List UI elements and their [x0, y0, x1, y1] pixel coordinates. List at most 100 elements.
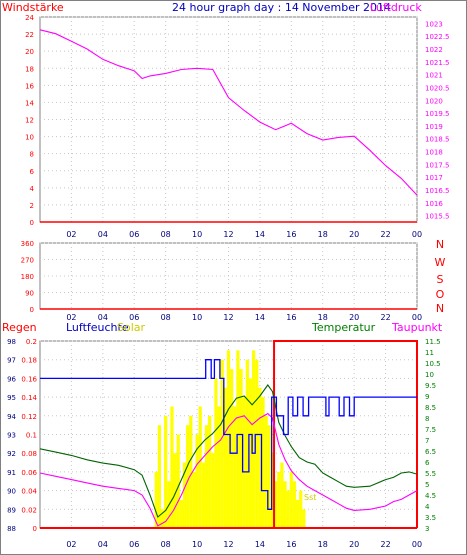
pressure-tick-label: 1016.5 — [425, 187, 450, 195]
rain-tick-label: 0.06 — [21, 469, 37, 477]
sst-label: Sst — [304, 493, 316, 502]
temperature-tick-label: 3.5 — [425, 514, 436, 522]
solar-bar — [211, 453, 215, 528]
solar-bar — [173, 453, 177, 528]
x-tick-label: 00 — [412, 230, 422, 239]
pressure-line — [39, 29, 418, 196]
rain-box — [273, 340, 418, 528]
solar-bar — [201, 462, 205, 528]
solar-bar — [264, 415, 268, 528]
x-tick-label: 04 — [98, 540, 108, 549]
solar-bar — [217, 406, 221, 528]
pressure-tick-label: 1017 — [425, 174, 443, 182]
temperature-tick-label: 5 — [425, 481, 429, 489]
solar-bar — [223, 387, 227, 528]
solar-bar — [289, 471, 293, 528]
temperature-tick-label: 4.5 — [425, 492, 436, 500]
pressure-tick-label: 1021 — [425, 72, 443, 80]
solar-bar — [292, 481, 297, 528]
x-tick-label: 18 — [318, 230, 328, 239]
direction-tick-label: 270 — [21, 257, 34, 265]
rain-tick-label: 0.2 — [26, 338, 37, 346]
temperature-tick-label: 6.5 — [425, 448, 436, 456]
solar-bar — [233, 406, 237, 528]
solar-bar — [283, 481, 287, 528]
humidity-tick-label: 89 — [7, 506, 16, 514]
temperature-tick-label: 7.5 — [425, 426, 436, 434]
x-tick-label: 00 — [412, 313, 422, 322]
solar-bar — [160, 509, 165, 528]
dewpoint-line — [39, 412, 418, 527]
pressure-tick-label: 1022.5 — [425, 33, 450, 41]
solar-bar — [179, 499, 183, 528]
compass-label: N — [436, 302, 444, 315]
pressure-axis-label: Luftdruck — [370, 1, 422, 14]
wind-tick-label: 8 — [30, 151, 34, 159]
wind-axis-label: Windstärke — [2, 1, 64, 14]
x-tick-label: 22 — [380, 313, 390, 322]
compass-label: W — [435, 256, 446, 269]
solar-bar — [248, 378, 253, 528]
x-tick-label: 16 — [286, 230, 296, 239]
solar-bar — [170, 406, 174, 528]
humidity-tick-label: 90 — [7, 488, 16, 496]
wind-tick-label: 16 — [25, 82, 34, 90]
wind-tick-label: 2 — [30, 202, 34, 210]
x-tick-label: 08 — [161, 540, 171, 549]
rain-tick-label: 0.04 — [21, 488, 37, 496]
temperature-tick-label: 9 — [425, 393, 429, 401]
solar-bar — [157, 425, 161, 528]
x-tick-label: 04 — [98, 313, 108, 322]
humidity-tick-label: 98 — [7, 338, 16, 346]
x-tick-label: 10 — [192, 540, 202, 549]
x-tick-label: 06 — [129, 540, 139, 549]
x-tick-label: 12 — [223, 230, 233, 239]
solar-bar — [176, 434, 180, 528]
rain-axis-label: Regen — [2, 321, 37, 334]
x-tick-label: 22 — [380, 540, 390, 549]
pressure-tick-label: 1016 — [425, 200, 443, 208]
temperature-tick-label: 10.5 — [425, 360, 441, 368]
solar-bar — [239, 369, 243, 528]
x-tick-label: 16 — [286, 313, 296, 322]
humidity-tick-label: 95 — [7, 394, 16, 402]
solar-bar — [261, 397, 265, 528]
temperature-tick-label: 11.5 — [425, 338, 441, 346]
wind-tick-label: 6 — [30, 168, 35, 176]
temperature-axis-label: Temperatur — [311, 321, 376, 334]
temperature-tick-label: 5.5 — [425, 470, 436, 478]
wind-tick-label: 22 — [25, 31, 34, 39]
x-tick-label: 14 — [255, 313, 265, 322]
compass-label: O — [436, 288, 445, 301]
x-tick-label: 14 — [255, 540, 265, 549]
x-tick-label: 08 — [161, 230, 171, 239]
compass-label: N — [436, 238, 444, 251]
rain-tick-label: 0.18 — [21, 357, 37, 365]
pressure-tick-label: 1015.5 — [425, 213, 450, 221]
rain-tick-label: 0.16 — [21, 375, 37, 383]
solar-label: Solar — [117, 321, 146, 334]
solar-bar — [255, 359, 259, 528]
x-tick-label: 12 — [223, 540, 233, 549]
solar-bar — [236, 350, 240, 528]
dewpoint-axis-label: Taupunkt — [391, 321, 443, 334]
solar-bar — [186, 425, 190, 528]
pressure-tick-label: 1018.5 — [425, 136, 450, 144]
solar-bar — [204, 425, 209, 528]
direction-tick-label: 180 — [21, 273, 34, 281]
humidity-tick-label: 92 — [7, 450, 16, 458]
pressure-tick-label: 1019.5 — [425, 110, 450, 118]
temperature-tick-label: 8.5 — [425, 404, 436, 412]
chart-title: 24 hour graph day : 14 November 2014 — [172, 1, 391, 14]
humidity-tick-label: 88 — [7, 525, 16, 533]
solar-bar — [220, 359, 224, 528]
solar-bar — [182, 462, 187, 528]
compass-label: S — [437, 273, 444, 286]
x-tick-label: 20 — [349, 230, 359, 239]
wind-tick-label: 12 — [25, 117, 34, 125]
x-tick-label: 10 — [192, 230, 202, 239]
pressure-tick-label: 1019 — [425, 123, 443, 131]
pressure-tick-label: 1018 — [425, 149, 443, 157]
x-tick-label: 06 — [129, 313, 139, 322]
